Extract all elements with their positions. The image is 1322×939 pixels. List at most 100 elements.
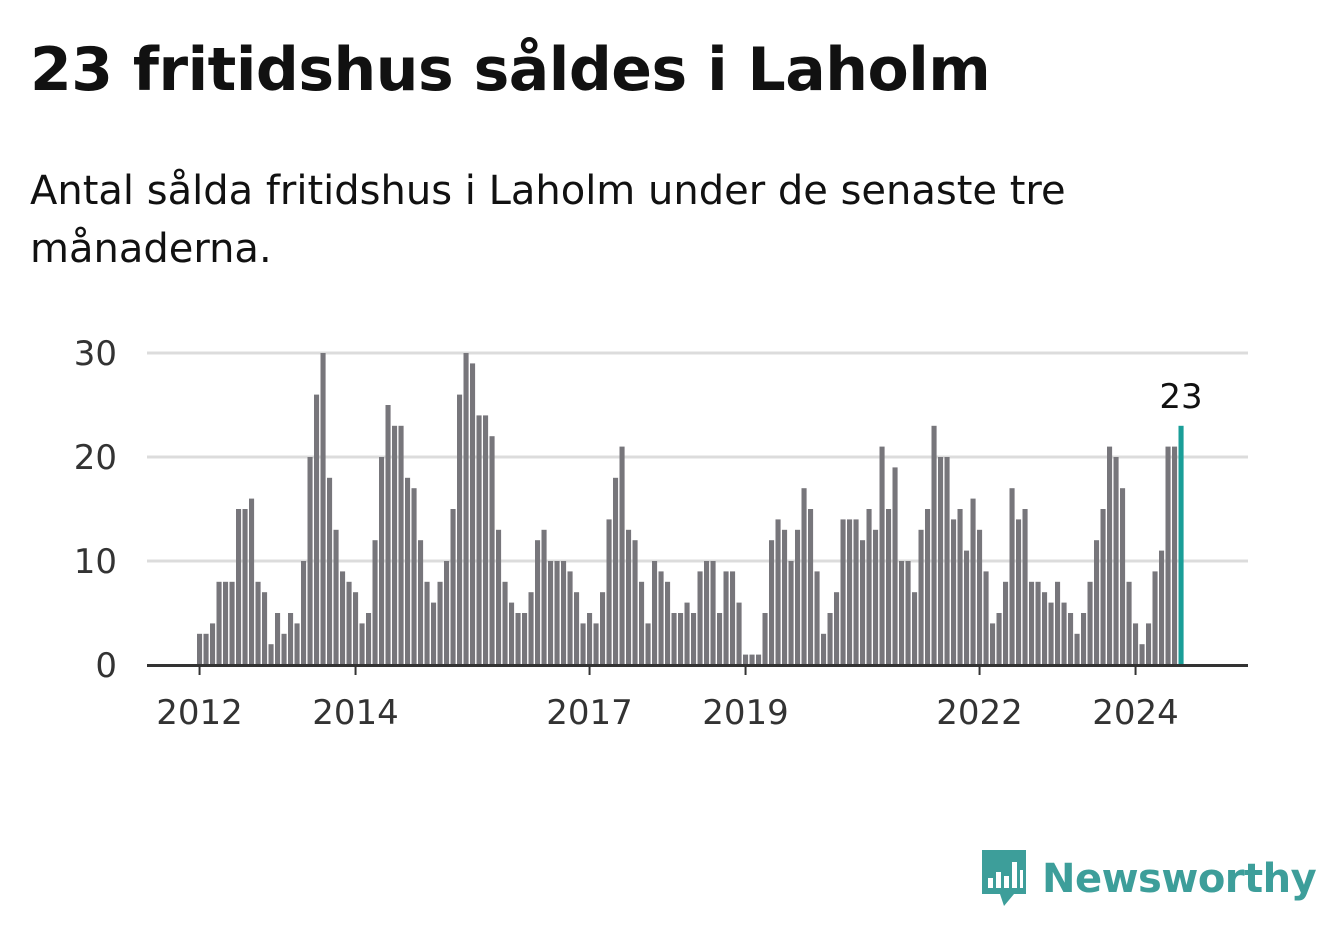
- bar: [340, 571, 346, 665]
- bar: [678, 613, 684, 665]
- bar: [743, 654, 749, 665]
- bar: [788, 561, 794, 665]
- x-tick-label: 2024: [1092, 693, 1179, 733]
- bar: [801, 488, 807, 665]
- bar: [736, 602, 742, 665]
- bar: [535, 540, 541, 665]
- bar: [314, 394, 320, 665]
- bar: [658, 571, 664, 665]
- bar: [840, 519, 846, 665]
- bar: [691, 613, 697, 665]
- bar: [249, 498, 255, 665]
- bar: [203, 633, 209, 665]
- bar: [574, 592, 580, 665]
- bar: [1133, 623, 1139, 665]
- bar: [281, 633, 287, 665]
- bar: [1061, 602, 1067, 665]
- bar: [1146, 623, 1152, 665]
- bar: [509, 602, 515, 665]
- bar: [821, 633, 827, 665]
- newsworthy-logo: Newsworthy: [980, 848, 1317, 910]
- bar: [528, 592, 534, 665]
- bar: [756, 654, 762, 665]
- bar: [587, 613, 593, 665]
- bar: [437, 581, 443, 665]
- bar: [925, 509, 931, 665]
- bar: [665, 581, 671, 665]
- bar: [808, 509, 814, 665]
- bar: [463, 353, 469, 665]
- bar: [879, 446, 885, 665]
- bar: [1172, 446, 1178, 665]
- x-axis-ticks: 2012 2014 2017 2019 2022 2024: [156, 665, 1179, 733]
- bar: [450, 509, 456, 665]
- bar: [372, 540, 378, 665]
- bar: [847, 519, 853, 665]
- bar: [392, 425, 398, 665]
- y-axis-ticks: 0 10 20 30: [74, 334, 117, 686]
- bar: [379, 457, 385, 665]
- bar: [197, 633, 203, 665]
- bar-highlight: [1178, 425, 1184, 665]
- bar: [684, 602, 690, 665]
- bar: [255, 581, 261, 665]
- bar: [944, 457, 950, 665]
- bar: [957, 509, 963, 665]
- bar: [554, 561, 560, 665]
- x-tick-label: 2019: [702, 693, 789, 733]
- bar: [834, 592, 840, 665]
- bar: [502, 581, 508, 665]
- bar: [704, 561, 710, 665]
- bar: [782, 529, 788, 665]
- bar: [307, 457, 313, 665]
- bar: [333, 529, 339, 665]
- bar: [860, 540, 866, 665]
- bar: [1042, 592, 1048, 665]
- bar: [262, 592, 268, 665]
- bar: [301, 561, 307, 665]
- bar: [951, 519, 957, 665]
- bar: [964, 550, 970, 665]
- bar: [515, 613, 521, 665]
- bar: [1003, 581, 1009, 665]
- bar: [353, 592, 359, 665]
- y-tick-label: 10: [74, 542, 117, 582]
- bar: [359, 623, 365, 665]
- bar: [918, 529, 924, 665]
- newsworthy-logo-icon: [982, 850, 1026, 906]
- bar: [405, 477, 411, 665]
- bar: [996, 613, 1002, 665]
- bar: [1055, 581, 1061, 665]
- x-tick-label: 2012: [156, 693, 243, 733]
- bar: [385, 405, 391, 665]
- brand-name: Newsworthy: [1042, 856, 1317, 902]
- bar: [457, 394, 463, 665]
- bar: [541, 529, 547, 665]
- bar: [1048, 602, 1054, 665]
- bar: [795, 529, 801, 665]
- bar: [730, 571, 736, 665]
- bar: [1029, 581, 1035, 665]
- bar: [567, 571, 573, 665]
- bar: [938, 457, 944, 665]
- bar: [268, 644, 274, 665]
- bar: [600, 592, 606, 665]
- bar: [398, 425, 404, 665]
- bar: [444, 561, 450, 665]
- bar: [366, 613, 372, 665]
- x-tick-label: 2017: [546, 693, 633, 733]
- bar: [1113, 457, 1119, 665]
- bar: [1087, 581, 1093, 665]
- bar: [411, 488, 417, 665]
- bar: [866, 509, 872, 665]
- bar: [346, 581, 352, 665]
- bar: [1100, 509, 1106, 665]
- bar: [775, 519, 781, 665]
- chart-title: 23 fritidshus såldes i Laholm: [30, 35, 991, 105]
- bar: [1120, 488, 1126, 665]
- bar: [892, 467, 898, 665]
- bar: [769, 540, 775, 665]
- bar: [710, 561, 716, 665]
- bar: [619, 446, 625, 665]
- bar: [853, 519, 859, 665]
